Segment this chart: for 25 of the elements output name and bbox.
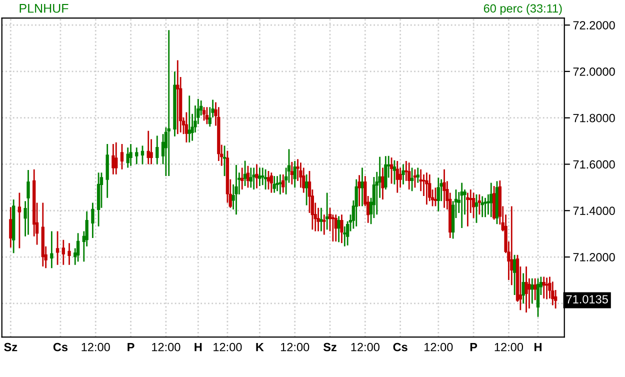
chart-title: PLNHUF	[20, 4, 68, 13]
x-tick-label: 12:00	[82, 342, 110, 352]
x-tick-label: H	[534, 343, 542, 352]
x-tick-label: P	[128, 343, 134, 352]
x-tick-label: Sz	[323, 342, 336, 352]
x-tick-label: 12:00	[351, 342, 380, 352]
x-tick-label: P	[470, 343, 478, 352]
y-tick-label: 71.2000	[573, 253, 615, 262]
y-tick-label: 72.2000	[573, 21, 615, 30]
x-tick-label: 12:00	[424, 342, 453, 352]
text: 71.0135	[566, 295, 608, 304]
y-tick-label: 71.4000	[573, 206, 615, 216]
x-tick-label: Sz	[4, 342, 18, 352]
x-tick-label: 12:00	[280, 342, 310, 352]
y-tick-label: 71.6000	[573, 160, 615, 169]
x-tick-label: 12:00	[214, 342, 242, 352]
x-tick-label: 12:00	[494, 342, 524, 352]
x-tick-label: K	[256, 343, 264, 352]
chart-subtitle: 60 perc (33:11)	[484, 4, 562, 15]
x-tick-label: Cs	[393, 342, 408, 352]
y-tick-label: 72.0000	[573, 67, 615, 76]
x-tick-label: 12:00	[152, 342, 180, 352]
x-tick-label: Cs	[53, 342, 68, 352]
x-tick-label: H	[194, 343, 202, 352]
y-tick-label: 71.8000	[573, 114, 615, 122]
